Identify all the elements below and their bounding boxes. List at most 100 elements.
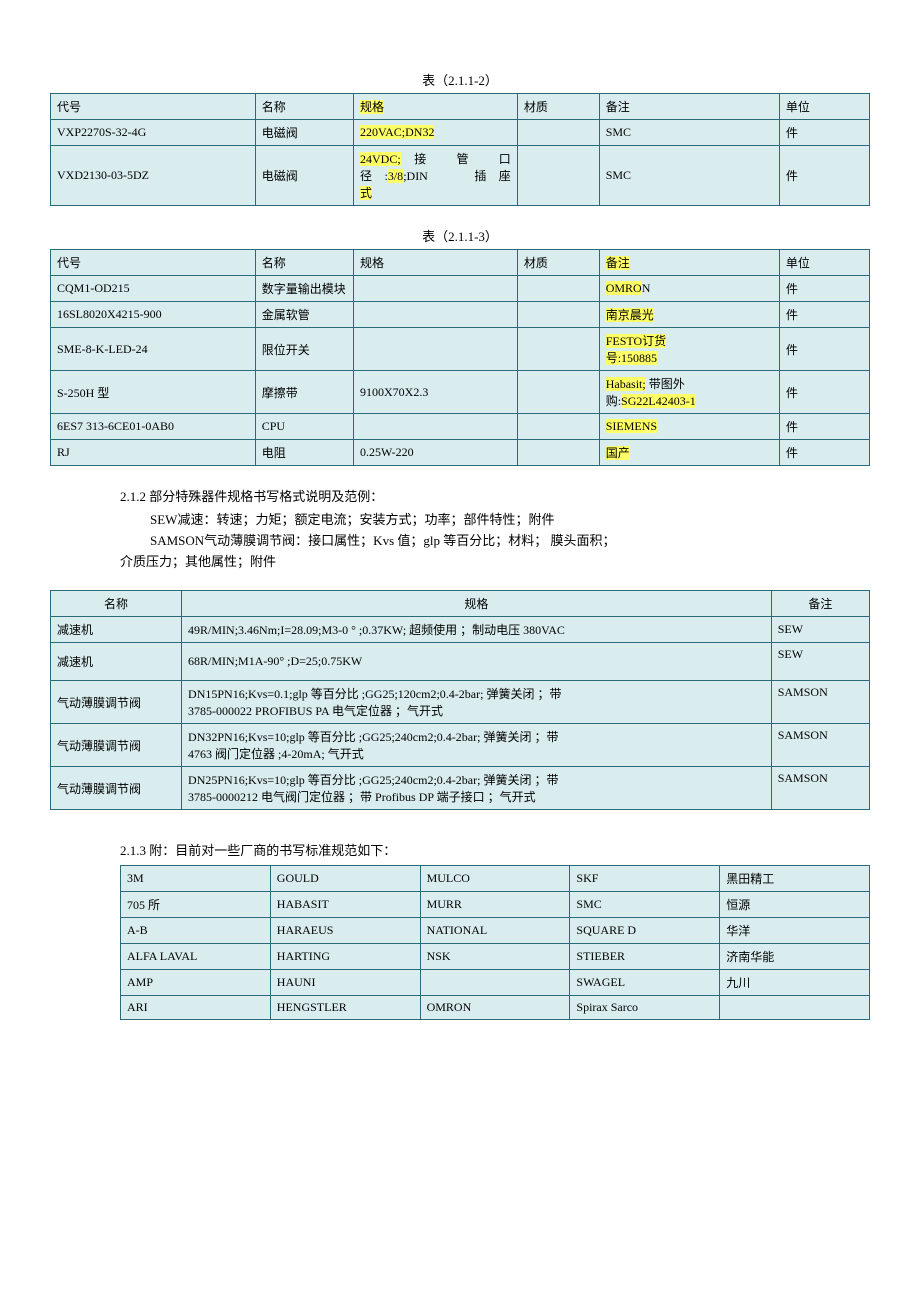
table-row: S-250H 型 摩擦带 9100X70X2.3 Habasit; 带图外 购:…	[51, 371, 870, 414]
cell: S-250H 型	[51, 371, 256, 414]
header-cell: 备注	[599, 250, 779, 276]
highlight: 南京晨光	[606, 308, 654, 322]
table-row: 名称 规格 备注	[51, 591, 870, 617]
cell: AMP	[121, 970, 271, 996]
cell	[354, 276, 518, 302]
cell	[354, 328, 518, 371]
sew-line: SEW减速：转速；力矩；额定电流；安装方式；功率；部件特性；附件	[150, 509, 870, 528]
cell: 件	[779, 414, 869, 440]
cell: HARTING	[270, 944, 420, 970]
text: 3785-000022 PROFIBUS PA 电气定位器 ；气开式	[188, 702, 765, 719]
table-row: 减速机 49R/MIN;3.46Nm;I=28.09;M3-0 ° ;0.37K…	[51, 617, 870, 643]
cell: 3M	[121, 866, 271, 892]
cell: 件	[779, 120, 869, 146]
table-2: 代号 名称 规格 材质 备注 单位 CQM1-OD215 数字量输出模块 OMR…	[50, 249, 870, 466]
cell: CPU	[255, 414, 353, 440]
cell: RJ	[51, 440, 256, 466]
cell: SMC	[570, 892, 720, 918]
table-row: 气动薄膜调节阀 DN15PN16;Kvs=0.1;glp 等百分比 ;GG25;…	[51, 681, 870, 724]
table-row: ALFA LAVAL HARTING NSK STIEBER 济南华能	[121, 944, 870, 970]
cell: SAMSON	[771, 681, 869, 724]
cell: 24VDC;接 管 口 径:3/8;DIN 插座 式	[354, 146, 518, 206]
cell	[720, 996, 870, 1020]
cell: SEW	[771, 617, 869, 643]
highlight: SG22L42403-1	[621, 394, 696, 408]
cell: A-B	[121, 918, 271, 944]
table-row: 6ES7 313-6CE01-0AB0 CPU SIEMENS 件	[51, 414, 870, 440]
text: 4763 阀门定位器 ;4-20mA; 气开式	[188, 745, 765, 762]
cell: OMRON	[420, 996, 570, 1020]
table-row: SME-8-K-LED-24 限位开关 FESTO订货 号:150885 件	[51, 328, 870, 371]
cell: VXP2270S-32-4G	[51, 120, 256, 146]
table-2-caption: 表（2.1.1-3）	[50, 226, 870, 245]
highlight: 式	[360, 186, 372, 200]
cell: SME-8-K-LED-24	[51, 328, 256, 371]
cell: 件	[779, 302, 869, 328]
cell: 0.25W-220	[354, 440, 518, 466]
cell: SAMSON	[771, 767, 869, 810]
highlight: Habasit;	[606, 377, 646, 391]
cell	[517, 328, 599, 371]
cell	[354, 302, 518, 328]
table-row: A-B HARAEUS NATIONAL SQUARE D 华洋	[121, 918, 870, 944]
cell: 气动薄膜调节阀	[51, 681, 182, 724]
header-cell: 单位	[779, 250, 869, 276]
samson-line-2: 介质压力；其他属性；附件	[120, 551, 870, 570]
cell: 数字量输出模块	[255, 276, 353, 302]
highlight: 备注	[606, 256, 630, 270]
cell: Spirax Sarco	[570, 996, 720, 1020]
cell	[354, 414, 518, 440]
cell: MULCO	[420, 866, 570, 892]
cell: 华洋	[720, 918, 870, 944]
cell	[517, 414, 599, 440]
table-row: 3M GOULD MULCO SKF 黑田精工	[121, 866, 870, 892]
cell: ALFA LAVAL	[121, 944, 271, 970]
text: 购:	[606, 394, 621, 408]
table-1: 代号 名称 规格 材质 备注 单位 VXP2270S-32-4G 电磁阀 220…	[50, 93, 870, 206]
section-213-heading: 2.1.3 附：目前对一些厂商的书写标准规范如下：	[120, 840, 870, 859]
header-cell: 代号	[51, 94, 256, 120]
cell: 减速机	[51, 617, 182, 643]
highlight: SIEMENS	[606, 419, 657, 433]
cell: 减速机	[51, 643, 182, 681]
text: 带图外	[649, 377, 685, 391]
table-row: 代号 名称 规格 材质 备注 单位	[51, 250, 870, 276]
cell: 16SL8020X4215-900	[51, 302, 256, 328]
cell: GOULD	[270, 866, 420, 892]
cell: MURR	[420, 892, 570, 918]
highlight: FESTO订货	[606, 334, 666, 348]
cell: HABASIT	[270, 892, 420, 918]
cell: 黑田精工	[720, 866, 870, 892]
header-cell: 备注	[599, 94, 779, 120]
cell	[517, 146, 599, 206]
cell: ARI	[121, 996, 271, 1020]
cell: 济南华能	[720, 944, 870, 970]
cell: NATIONAL	[420, 918, 570, 944]
cell: Habasit; 带图外 购:SG22L42403-1	[599, 371, 779, 414]
cell: 限位开关	[255, 328, 353, 371]
cell: CQM1-OD215	[51, 276, 256, 302]
text: DN25PN16;Kvs=10;glp 等百分比 ;GG25;240cm2;0.…	[188, 771, 765, 788]
header-cell: 规格	[182, 591, 772, 617]
highlight: 规格	[360, 100, 384, 114]
header-cell: 材质	[517, 250, 599, 276]
header-cell: 规格	[354, 250, 518, 276]
cell: OMRON	[599, 276, 779, 302]
cell: 件	[779, 146, 869, 206]
table-3: 名称 规格 备注 减速机 49R/MIN;3.46Nm;I=28.09;M3-0…	[50, 590, 870, 810]
table-row: CQM1-OD215 数字量输出模块 OMRON 件	[51, 276, 870, 302]
highlight: 号:150885	[606, 351, 657, 365]
cell: 220VAC;DN32	[354, 120, 518, 146]
cell: DN32PN16;Kvs=10;glp 等百分比 ;GG25;240cm2;0.…	[182, 724, 772, 767]
table-row: ARI HENGSTLER OMRON Spirax Sarco	[121, 996, 870, 1020]
header-cell: 备注	[771, 591, 869, 617]
cell: SAMSON	[771, 724, 869, 767]
cell: 恒源	[720, 892, 870, 918]
text: DN32PN16;Kvs=10;glp 等百分比 ;GG25;240cm2;0.…	[188, 728, 765, 745]
cell: 9100X70X2.3	[354, 371, 518, 414]
cell: FESTO订货 号:150885	[599, 328, 779, 371]
cell	[517, 276, 599, 302]
cell	[517, 120, 599, 146]
cell: SEW	[771, 643, 869, 681]
cell: 68R/MIN;M1A-90° ;D=25;0.75KW	[182, 643, 772, 681]
